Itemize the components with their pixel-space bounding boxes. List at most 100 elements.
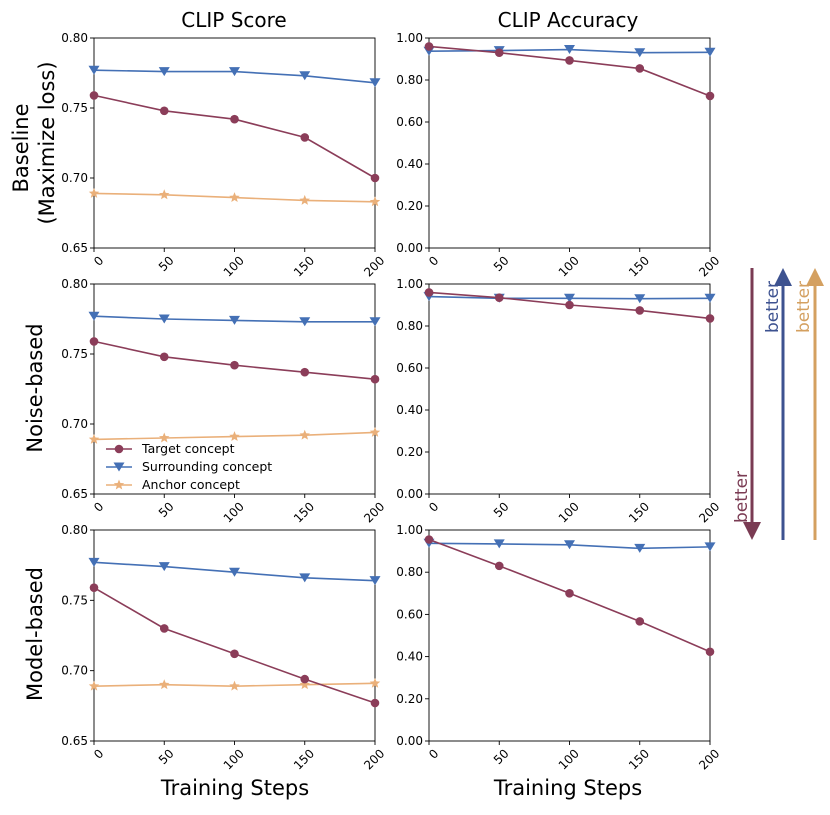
x-tick-label: 150 [291,746,317,772]
arrow-surrounding-head [774,268,792,286]
point-surrounding-concept [369,78,381,88]
y-tick-label: 0.80 [61,31,88,45]
point-target-concept [705,314,715,323]
x-tick-label: 100 [556,253,582,279]
point-surrounding-concept [564,293,575,303]
y-tick-label: 0.00 [396,734,423,748]
point-anchor-concept [299,429,310,440]
arrow-surrounding-better: better [763,268,792,540]
point-target-concept [705,647,715,657]
panel-frame [428,37,711,249]
point-surrounding-concept [704,47,716,57]
y-tick-label: 0.00 [396,487,423,501]
y-tick-label: 0.20 [396,692,423,706]
row-label-baseline-sub: (Maximize loss) [35,61,59,224]
point-anchor-concept [159,432,170,443]
x-axis-label-right: Training Steps [493,776,642,800]
point-anchor-concept [88,187,100,198]
x-tick-label: 50 [491,499,512,520]
point-anchor-concept [229,680,240,691]
point-surrounding-concept [229,567,240,577]
point-surrounding-concept [704,293,716,303]
point-anchor-concept [299,679,310,690]
x-tick-label: 50 [156,499,177,520]
y-tick-label: 0.65 [61,734,88,748]
x-tick-label: 150 [626,253,652,279]
point-target-concept [159,624,169,633]
point-anchor-concept [369,426,381,437]
y-tick-label: 1.00 [396,31,423,45]
point-surrounding-concept [299,71,311,81]
x-tick-label: 100 [556,499,582,525]
point-target-concept [89,337,99,346]
point-anchor-concept [369,677,381,688]
point-target-concept [89,583,99,592]
y-tick-label: 0.70 [61,417,88,431]
point-surrounding-concept [634,294,646,304]
point-target-concept [370,698,380,708]
point-target-concept [494,561,504,571]
y-tick-label: 0.80 [396,565,423,579]
panels-group: 0.65 0.70 0.75 0.80 0 50 100 150 200 0.00 0.20 0.40… [61,31,722,773]
x-tick-label: 100 [221,253,247,279]
point-target-concept [230,360,239,370]
panel-0: 0.65 0.70 0.75 0.80 0 50 100 150 200 [61,31,387,280]
point-surrounding-concept [564,540,575,550]
point-target-concept [705,91,715,101]
point-anchor-concept [88,680,100,691]
y-tick-label: 0.60 [396,607,423,621]
point-target-concept [300,367,310,377]
row-label-noise-based: Noise-based [23,323,47,452]
panel-3: 0.00 0.20 0.40 0.60 0.80 1.00 0 50 100 150 200 [396,277,722,526]
y-tick-label: 0.70 [61,171,88,185]
point-anchor-concept [159,679,170,690]
point-target-concept [494,48,504,57]
x-tick-label: 200 [696,746,722,772]
x-tick-label: 0 [426,499,441,514]
x-tick-label: 200 [361,746,387,772]
point-anchor-concept [299,194,310,205]
x-tick-label: 0 [91,253,106,268]
y-tick-label: 0.80 [396,319,423,333]
y-tick-label: 0.75 [61,101,88,115]
x-tick-label: 0 [426,253,441,268]
y-tick-label: 0.65 [61,487,88,501]
point-target-concept [494,293,504,302]
x-tick-label: 50 [491,253,512,274]
y-tick-label: 0.75 [61,347,88,361]
legend-surrounding-label: Surrounding concept [142,459,272,474]
point-target-concept [424,535,434,544]
point-target-concept [159,352,169,362]
point-surrounding-concept [369,317,381,327]
x-axis-label-left: Training Steps [160,776,309,800]
point-target-concept [635,617,645,626]
point-target-concept [370,374,380,384]
x-tick-label: 100 [221,746,247,772]
y-tick-label: 0.70 [61,664,88,678]
point-target-concept [424,42,434,51]
legend-anchor-label: Anchor concept [142,477,240,492]
y-tick-label: 0.40 [396,157,423,171]
point-surrounding-concept [158,67,170,77]
point-surrounding-concept [158,314,170,324]
x-tick-label: 50 [156,253,177,274]
x-tick-label: 150 [291,499,317,525]
point-anchor-concept [159,189,170,200]
legend-target-marker [114,444,124,454]
x-tick-label: 200 [696,499,722,525]
x-tick-label: 100 [556,746,582,772]
point-target-concept [565,56,574,65]
column-title-clip-accuracy: CLIP Accuracy [498,8,639,32]
arrow-surrounding-label: better [763,281,783,333]
point-surrounding-concept [158,562,170,572]
y-tick-label: 0.75 [61,593,88,607]
point-target-concept [424,288,434,297]
y-tick-label: 0.80 [396,73,423,87]
y-tick-label: 0.40 [396,650,423,664]
row-label-baseline: Baseline [9,103,33,192]
x-tick-label: 100 [221,499,247,525]
x-tick-label: 0 [91,746,106,761]
x-tick-label: 150 [626,499,652,525]
point-surrounding-concept [88,65,100,75]
arrow-anchor-head [806,268,824,286]
